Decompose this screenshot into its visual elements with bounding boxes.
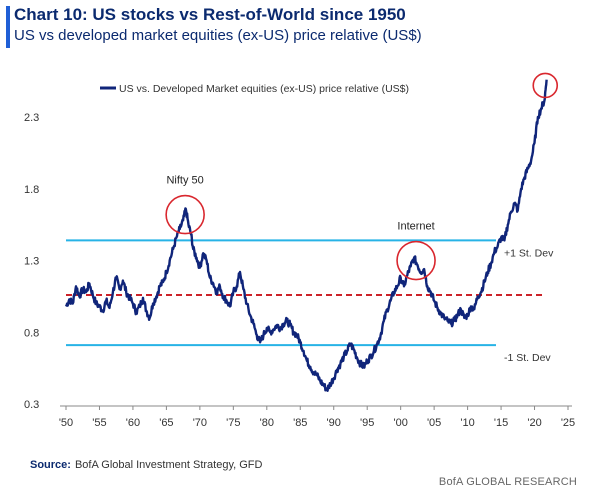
x-tick-label: '85 [293,417,307,429]
std-dev-label: +1 St. Dev [504,247,554,259]
highlight-circle [532,72,559,99]
annotation-label: Nifty 50 [166,175,203,187]
x-tick-label: '75 [226,417,240,429]
highlight-circle [396,240,436,281]
y-tick-label: 2.3 [24,112,39,124]
reference-lines: +1 St. Dev -1 St. Dev [66,239,554,364]
brand-footer: BofA GLOBAL RESEARCH [438,476,577,488]
x-tick-label: '25 [561,417,575,429]
x-tick-label: '80 [260,417,274,429]
x-tick-label: '90 [327,417,341,429]
std-dev-label: -1 St. Dev [504,352,551,364]
chart-subtitle: US vs developed market equities (ex-US) … [14,27,422,44]
annotation-label: Internet [397,221,434,233]
x-tick-label: '15 [494,417,508,429]
x-tick-label: '00 [393,417,407,429]
y-tick-label: 0.3 [24,399,39,411]
y-tick-label: 1.3 [24,256,39,268]
x-tick-label: '10 [460,417,474,429]
x-tick-label: '65 [159,417,173,429]
x-tick-label: '50 [59,417,73,429]
highlight-circle [165,194,205,235]
legend: US vs. Developed Market equities (ex-US)… [100,83,409,95]
x-tick-label: '55 [92,417,106,429]
y-tick-label: 0.8 [24,327,39,339]
source-note: Source: BofA Global Investment Strategy, … [30,459,262,471]
y-tick-label: 1.8 [24,184,39,196]
x-tick-label: '70 [193,417,207,429]
chart-title: Chart 10: US stocks vs Rest-of-World sin… [14,5,406,24]
x-tick-label: '95 [360,417,374,429]
y-axis-ticks: 0.3 0.8 1.3 1.8 2.3 [24,112,39,411]
title-accent-bar [6,6,10,48]
x-tick-label: '05 [427,417,441,429]
x-tick-label: '20 [527,417,541,429]
x-tick-label: '60 [126,417,140,429]
series-line [64,79,548,392]
legend-label: US vs. Developed Market equities (ex-US)… [119,83,409,95]
source-text: BofA Global Investment Strategy, GFD [74,459,263,471]
annotations: Nifty 50 Internet [165,72,559,281]
x-axis-ticks: '50 '55 '60 '65 '70 '75 '80 '85 '90 '95 '00 '05 '10 '… [59,406,575,429]
source-label: Source: [30,459,71,471]
